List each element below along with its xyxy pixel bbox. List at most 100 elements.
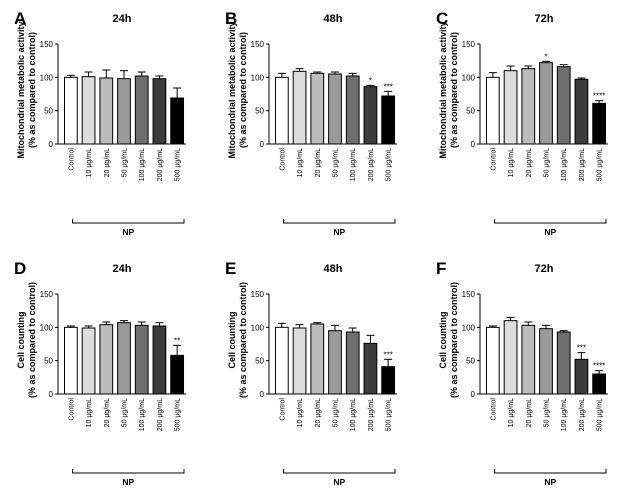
- bar: [152, 325, 167, 395]
- panel-letter: F: [436, 259, 446, 278]
- significance: ***: [383, 350, 392, 359]
- y-tick-label: 50: [466, 107, 475, 116]
- bar: [485, 326, 500, 395]
- y-tick-label: 0: [260, 140, 265, 149]
- x-tick-label: 100 µg/mL: [139, 398, 146, 431]
- y-tick-label: 150: [462, 290, 476, 299]
- chart-title: 72h: [535, 13, 554, 25]
- bar: [381, 366, 396, 395]
- bar: [81, 327, 96, 395]
- panel: 0 50 100 150 Mitochondrial metabolic activit…: [14, 9, 186, 237]
- y-tick-label: 100: [40, 73, 54, 82]
- y-tick-label: 100: [40, 323, 54, 332]
- y-axis-label: Mitochondrial metabolic activity: [438, 21, 448, 158]
- y-axis-label: (% as compared to control): [449, 32, 459, 148]
- group-bracket: [494, 219, 607, 224]
- bar: [539, 62, 553, 145]
- bar: [310, 323, 325, 395]
- x-tick-label: Control: [68, 398, 75, 421]
- bar: [170, 354, 185, 395]
- bar: [574, 358, 589, 395]
- y-tick-label: 150: [40, 290, 54, 299]
- x-tick-label: 50 µg/mL: [544, 398, 551, 427]
- x-tick-label: 20 µg/mL: [315, 398, 322, 427]
- x-tick-label: 100 µg/mL: [561, 398, 568, 431]
- x-tick-label: 200 µg/mL: [579, 398, 586, 431]
- x-tick-label: Control: [490, 398, 497, 421]
- bar: [592, 102, 607, 145]
- panel-letter: C: [436, 9, 448, 28]
- x-tick-label: 100 µg/mL: [350, 148, 357, 181]
- bar: [328, 73, 342, 145]
- x-tick-label: 200 µg/mL: [157, 148, 164, 181]
- x-tick-label: 200 µg/mL: [368, 148, 375, 181]
- group-label: NP: [544, 227, 556, 237]
- group-bracket: [72, 469, 185, 474]
- bar: [503, 320, 518, 395]
- x-tick-label: 100 µg/mL: [350, 398, 357, 431]
- bar: [345, 331, 360, 395]
- bar: [117, 78, 131, 145]
- x-tick-label: 10 µg/mL: [86, 398, 93, 427]
- bar: [521, 68, 536, 145]
- y-tick-label: 0: [49, 140, 54, 149]
- x-tick-label: 500 µg/mL: [386, 398, 393, 431]
- bar: [170, 97, 185, 145]
- y-tick-label: 150: [251, 290, 265, 299]
- group-bracket: [283, 219, 396, 224]
- significance: ***: [383, 82, 392, 91]
- x-tick-label: Control: [490, 148, 497, 171]
- y-tick-label: 0: [260, 390, 265, 399]
- bar: [503, 70, 518, 145]
- x-tick-label: 20 µg/mL: [104, 148, 111, 177]
- chart-title: 24h: [113, 13, 132, 25]
- y-tick-label: 100: [251, 73, 265, 82]
- significance: ***: [577, 344, 586, 353]
- group-bracket: [72, 219, 185, 224]
- y-tick-label: 0: [471, 140, 476, 149]
- group-label: NP: [544, 477, 556, 487]
- y-tick-label: 150: [462, 40, 476, 49]
- y-axis-label: Mitochondrial metabolic activity: [227, 21, 237, 158]
- y-tick-label: 50: [44, 107, 53, 116]
- x-tick-label: 200 µg/mL: [579, 148, 586, 181]
- x-tick-label: 10 µg/mL: [297, 148, 304, 177]
- significance: *: [369, 76, 372, 85]
- x-tick-label: 500 µg/mL: [597, 148, 604, 181]
- y-axis-label: Cell counting: [227, 312, 237, 369]
- x-tick-label: 50 µg/mL: [333, 148, 340, 177]
- x-tick-label: 50 µg/mL: [122, 148, 129, 177]
- x-tick-label: 200 µg/mL: [368, 398, 375, 431]
- significance: ****: [593, 92, 605, 101]
- chart-title: 72h: [535, 263, 554, 275]
- y-tick-label: 50: [466, 357, 475, 366]
- y-axis-label: (% as compared to control): [238, 32, 248, 148]
- y-tick-label: 50: [44, 357, 53, 366]
- bar: [134, 75, 149, 145]
- bar: [292, 327, 307, 395]
- chart-title: 48h: [324, 13, 343, 25]
- bar: [292, 70, 307, 145]
- bar: [134, 324, 149, 395]
- bar: [381, 95, 396, 145]
- bar: [152, 78, 167, 145]
- y-axis-label: (% as compared to control): [27, 282, 37, 398]
- panel-letter: D: [14, 259, 26, 278]
- x-tick-label: 200 µg/mL: [157, 398, 164, 431]
- panel: 0 50 100 150 Cell counting (% as compared to …: [436, 259, 608, 487]
- x-tick-label: 10 µg/mL: [86, 148, 93, 177]
- bar: [328, 330, 342, 395]
- y-axis-label: (% as compared to control): [27, 32, 37, 148]
- panel: 0 50 100 150 Cell counting (% as compared to …: [14, 259, 186, 487]
- x-tick-label: 50 µg/mL: [122, 398, 129, 427]
- group-bracket: [494, 469, 607, 474]
- group-label: NP: [333, 477, 345, 487]
- x-tick-label: 500 µg/mL: [175, 398, 182, 431]
- bar: [63, 76, 78, 145]
- chart-title: 24h: [113, 263, 132, 275]
- bar: [117, 322, 131, 395]
- bar: [485, 76, 500, 145]
- bar: [81, 76, 96, 145]
- y-tick-label: 100: [251, 323, 265, 332]
- x-tick-label: 100 µg/mL: [561, 148, 568, 181]
